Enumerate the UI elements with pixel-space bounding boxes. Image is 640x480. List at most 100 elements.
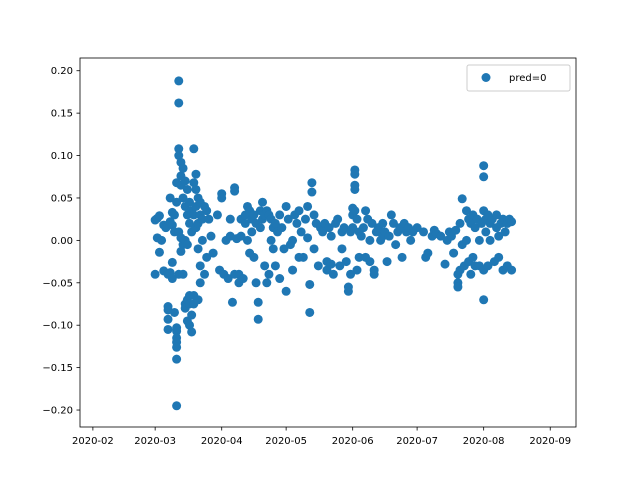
scatter-point [247, 227, 257, 237]
scatter-point [309, 210, 319, 220]
scatter-point [391, 240, 401, 250]
scatter-point [388, 218, 398, 228]
scatter-point [260, 261, 270, 271]
scatter-point [288, 265, 298, 275]
scatter-point [258, 197, 268, 207]
scatter-point [296, 227, 306, 237]
y-tick-label: 0.15 [51, 109, 73, 120]
scatter-point [326, 259, 336, 269]
scatter-point [483, 261, 493, 271]
x-tick-label: 2020-07 [396, 436, 438, 447]
scatter-point [206, 231, 216, 241]
scatter-point [189, 210, 199, 220]
scatter-point [339, 223, 349, 233]
y-tick-label: −0.15 [42, 363, 73, 374]
scatter-point [324, 223, 334, 233]
scatter-point [335, 261, 345, 271]
scatter-point [197, 214, 207, 224]
scatter-point [208, 248, 218, 258]
scatter-point [174, 144, 184, 154]
scatter-point [187, 327, 197, 337]
scatter-point [294, 206, 304, 216]
scatter-point [468, 252, 478, 262]
scatter-point [225, 214, 235, 224]
y-tick-label: −0.05 [42, 278, 73, 289]
scatter-point [352, 265, 362, 275]
scatter-point [386, 210, 396, 220]
scatter-point [333, 214, 343, 224]
scatter-point [292, 218, 302, 228]
scatter-point [361, 206, 371, 216]
y-tick-label: −0.10 [42, 321, 73, 332]
scatter-point [202, 206, 212, 216]
scatter-point [279, 244, 289, 254]
scatter-point [461, 206, 471, 216]
x-tick-label: 2020-08 [463, 436, 505, 447]
scatter-point [309, 244, 319, 254]
legend-marker [481, 73, 491, 82]
scatter-point [182, 184, 192, 194]
scatter-point [176, 246, 186, 256]
scatter-point [172, 342, 182, 352]
scatter-point [313, 261, 323, 271]
y-axis: 0.20 0.15 0.10 0.05 0.00 −0.05 −0.10 −0.15 −0.20 [42, 66, 80, 417]
scatter-point [440, 259, 450, 269]
scatter-point [461, 235, 471, 245]
scatter-point [470, 223, 480, 233]
scatter-point [185, 320, 195, 330]
y-tick-label: 0.10 [51, 151, 73, 162]
scatter-point [172, 197, 182, 207]
scatter-point [193, 244, 203, 254]
scatter-point [494, 252, 504, 262]
legend-box [466, 64, 571, 92]
scatter-point [466, 269, 476, 279]
scatter-point [262, 278, 272, 288]
scatter-point [326, 231, 336, 241]
scatter-point [163, 324, 173, 334]
scatter-point [384, 231, 394, 241]
scatter-point [238, 274, 248, 284]
scatter-point [318, 227, 328, 237]
scatter-point [172, 401, 182, 411]
scatter-point [202, 252, 212, 262]
scatter-point [185, 218, 195, 228]
scatter-point [204, 214, 214, 224]
scatter-point [150, 269, 160, 279]
scatter-point [382, 257, 392, 267]
x-tick-label: 2020-04 [201, 436, 243, 447]
scatter-point [479, 172, 489, 182]
scatter-point [337, 244, 347, 254]
scatter-point [436, 231, 446, 241]
scatter-point [227, 297, 237, 307]
x-tick-label: 2020-02 [72, 436, 114, 447]
scatter-point [167, 257, 177, 267]
scatter-point [485, 235, 495, 245]
scatter-point [365, 235, 375, 245]
scatter-point [197, 235, 207, 245]
legend-label: pred=0 [509, 73, 546, 84]
scatter-point [412, 223, 422, 233]
scatter-point [174, 151, 184, 161]
scatter-point [479, 161, 489, 171]
scatter-point [397, 252, 407, 262]
scatter-point [369, 265, 379, 275]
y-tick-label: 0.00 [51, 236, 73, 247]
scatter-point [350, 206, 360, 216]
scatter-point [187, 310, 197, 320]
scatter-point [270, 218, 280, 228]
y-tick-label: −0.20 [42, 406, 73, 417]
scatter-point [270, 261, 280, 271]
scatter-point [346, 269, 356, 279]
scatter-point [378, 218, 388, 228]
scatter-point [191, 169, 201, 179]
scatter-point [303, 201, 313, 211]
scatter-point [343, 286, 353, 296]
scatter-point [185, 197, 195, 207]
scatter-point [223, 274, 233, 284]
scatter-point [174, 98, 184, 108]
scatter-point [193, 295, 203, 305]
scatter-point [277, 223, 287, 233]
scatter-point [455, 218, 465, 228]
scatter-point [350, 184, 360, 194]
scatter-point [341, 257, 351, 267]
